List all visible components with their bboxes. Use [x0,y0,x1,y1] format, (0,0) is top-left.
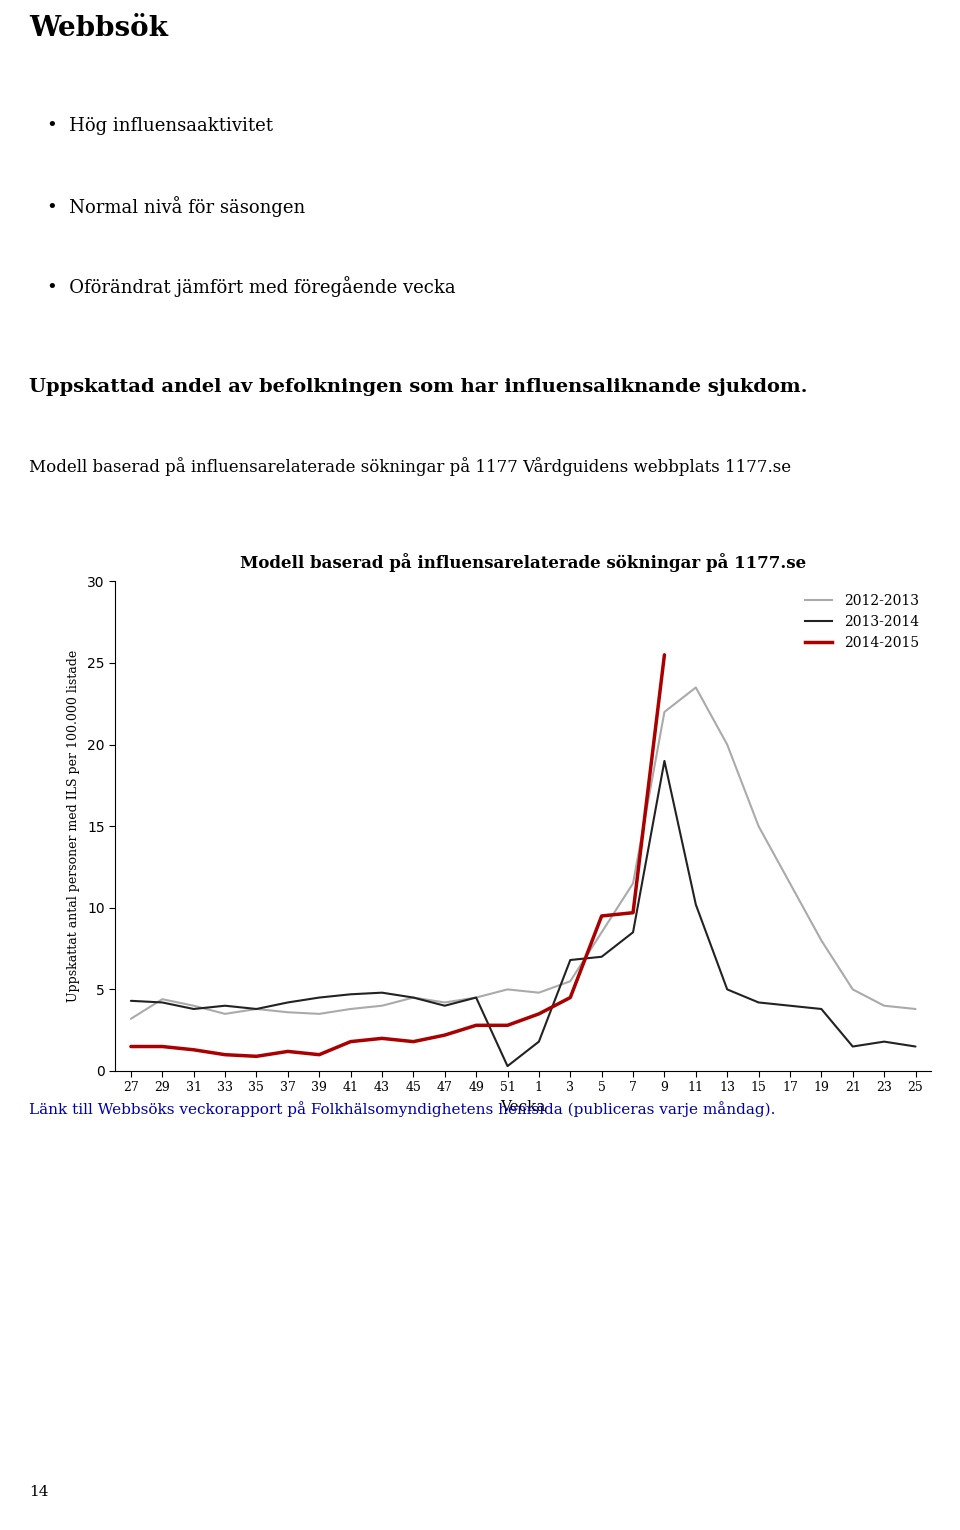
2013-2014 [502,1057,514,1076]
2014-2015 [188,1040,200,1059]
2014-2015 [376,1030,388,1048]
2012-2013 [722,736,733,754]
2014-2015 [313,1045,324,1063]
2014-2015 [533,1005,544,1024]
2013-2014 [753,993,764,1011]
2012-2013 [502,981,514,999]
2013-2014 [816,999,828,1017]
2012-2013 [878,996,890,1014]
2013-2014 [439,996,450,1014]
Title: Modell baserad på influensarelaterade sökningar på 1177.se: Modell baserad på influensarelaterade sö… [240,552,806,572]
2013-2014 [690,895,702,913]
2014-2015 [439,1027,450,1045]
2014-2015 [156,1037,168,1056]
2013-2014 [596,947,608,965]
2014-2015 [627,904,638,923]
2014-2015 [408,1033,420,1051]
2014-2015 [345,1033,356,1051]
2012-2013 [564,972,576,990]
2012-2013 [156,990,168,1008]
2013-2014 [376,984,388,1002]
2012-2013 [910,999,922,1017]
2012-2013 [533,984,544,1002]
2013-2014 [784,996,796,1014]
2012-2013 [816,932,828,950]
2012-2013 [439,993,450,1011]
2012-2013 [470,988,482,1007]
2012-2013 [345,999,356,1017]
Text: •  Normal nivå för säsongen: • Normal nivå för säsongen [47,196,305,217]
2013-2014 [470,988,482,1007]
2013-2014 [659,751,670,770]
2013-2014 [313,988,324,1007]
Text: Webbsök: Webbsök [29,15,168,43]
2014-2015 [219,1045,230,1063]
2012-2013 [219,1005,230,1024]
Y-axis label: Uppskattat antal personer med ILS per 100.000 listade: Uppskattat antal personer med ILS per 10… [67,650,81,1002]
2012-2013 [408,988,420,1007]
2014-2015 [125,1037,136,1056]
Text: •  Oförändrat jämfört med föregående vecka: • Oförändrat jämfört med föregående veck… [47,275,455,297]
2012-2013 [784,874,796,892]
2013-2014 [188,999,200,1017]
2012-2013 [690,678,702,696]
2013-2014 [251,999,262,1017]
2013-2014 [910,1037,922,1056]
2014-2015 [596,907,608,926]
Line: 2014-2015: 2014-2015 [131,655,664,1056]
2014-2015 [282,1042,294,1060]
2013-2014 [533,1033,544,1051]
2012-2013 [627,874,638,892]
2012-2013 [659,702,670,721]
2013-2014 [847,1037,858,1056]
2013-2014 [219,996,230,1014]
2012-2013 [125,1010,136,1028]
Line: 2013-2014: 2013-2014 [131,760,916,1066]
2012-2013 [188,996,200,1014]
Text: Modell baserad på influensarelaterade sökningar på 1177 Vårdguidens webbplats 11: Modell baserad på influensarelaterade sö… [29,457,791,476]
2013-2014 [408,988,420,1007]
Text: Uppskattad andel av befolkningen som har influensaliknande sjukdom.: Uppskattad andel av befolkningen som har… [29,378,807,396]
2012-2013 [313,1005,324,1024]
2012-2013 [753,817,764,835]
2012-2013 [596,923,608,941]
2014-2015 [251,1047,262,1065]
Legend: 2012-2013, 2013-2014, 2014-2015: 2012-2013, 2013-2014, 2014-2015 [799,589,924,655]
2013-2014 [878,1033,890,1051]
2012-2013 [376,996,388,1014]
Text: 14: 14 [29,1484,48,1499]
2012-2013 [251,999,262,1017]
2013-2014 [564,950,576,968]
2012-2013 [847,981,858,999]
Text: Länk till Webbsöks veckorapport på Folkhälsomyndighetens hemsida (publiceras var: Länk till Webbsöks veckorapport på Folkh… [29,1102,775,1117]
2013-2014 [345,985,356,1004]
2014-2015 [470,1016,482,1034]
2014-2015 [659,646,670,664]
2014-2015 [502,1016,514,1034]
2013-2014 [156,993,168,1011]
2013-2014 [627,923,638,941]
X-axis label: Vecka: Vecka [500,1100,546,1114]
2012-2013 [282,1004,294,1022]
2014-2015 [564,988,576,1007]
Text: •  Hög influensaaktivitet: • Hög influensaaktivitet [47,118,273,135]
2013-2014 [125,991,136,1010]
2013-2014 [282,993,294,1011]
2013-2014 [722,981,733,999]
Line: 2012-2013: 2012-2013 [131,687,916,1019]
